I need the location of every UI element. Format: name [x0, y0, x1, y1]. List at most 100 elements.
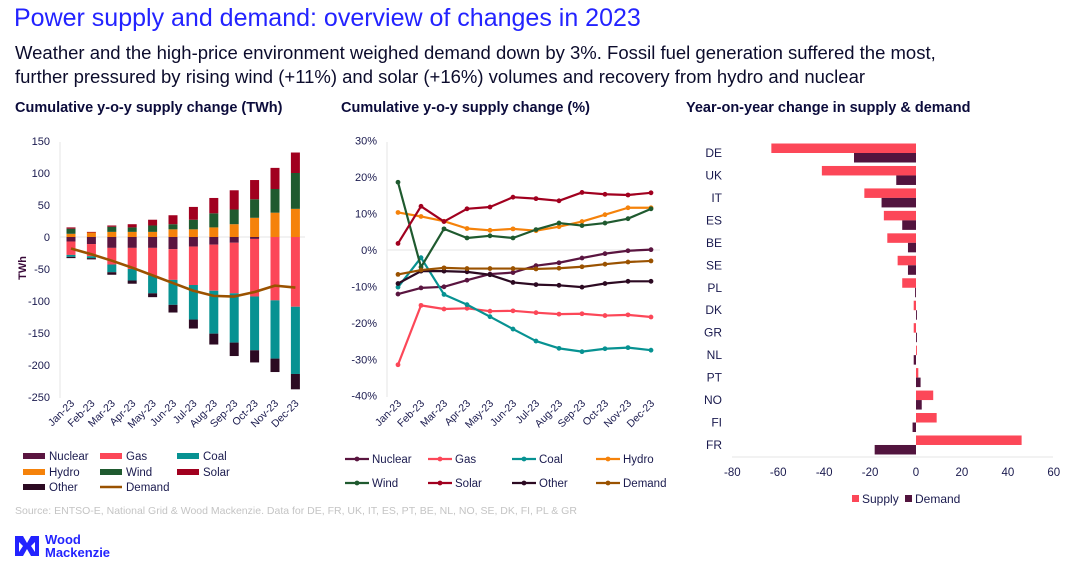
chart2-point-gas: [464, 305, 470, 311]
chart1-legend-label: Wind: [126, 467, 152, 479]
chart2-point-nuclear: [418, 285, 424, 291]
chart3-bar-demand: [916, 310, 917, 320]
chart1-bar-solar: [148, 219, 158, 226]
chart2-point-solar: [648, 190, 654, 196]
chart2-point-other: [579, 284, 585, 290]
chart1-bar-wind: [229, 209, 239, 225]
chart2-point-other: [602, 281, 608, 286]
chart2-point-demand: [418, 267, 424, 273]
chart2-legend-label: Coal: [539, 454, 563, 466]
chart1-bar-other: [127, 280, 137, 284]
chart3-bar-demand: [854, 153, 916, 163]
chart1-bar-solar: [188, 206, 198, 220]
chart3-category-label: FI: [711, 416, 722, 430]
chart1-title: Cumulative y-o-y supply change (TWh): [15, 100, 283, 116]
chart1-bar-gas: [168, 249, 178, 280]
chart3-legend-swatch: [852, 495, 859, 502]
chart1-bar-coal: [188, 285, 198, 320]
chart3-x-tick-label: -60: [770, 467, 787, 479]
chart1-legend-label: Coal: [203, 451, 227, 463]
chart2-point-nuclear: [533, 263, 539, 269]
chart1-bar-solar: [290, 152, 300, 173]
chart3-category-label: GR: [704, 326, 722, 340]
chart1-bar-nuclear: [209, 237, 219, 245]
chart2-point-other: [464, 269, 470, 275]
chart2-point-solar: [579, 190, 585, 195]
chart2-point-demand: [579, 264, 585, 270]
chart2-point-gas: [510, 308, 516, 314]
chart1-bar-gas: [250, 238, 260, 297]
chart3-category-label: ES: [706, 213, 722, 227]
chart3-category-label: BE: [706, 236, 722, 250]
chart2-point-demand: [602, 261, 608, 267]
chart3-x-tick-label: -20: [862, 467, 879, 479]
chart2-legend-marker: [437, 456, 443, 462]
chart1-legend-label: Solar: [203, 467, 230, 479]
chart3-category-label: IT: [711, 191, 722, 205]
chart3-bar-supply: [913, 323, 916, 333]
chart1-bar-wind: [270, 189, 280, 213]
chart2-point-other: [625, 278, 631, 284]
chart2-point-demand: [533, 266, 539, 272]
chart1-y-axis-label: TWh: [17, 256, 29, 280]
chart2-point-gas: [395, 362, 401, 368]
chart3-bar-demand: [915, 287, 916, 298]
chart2-point-nuclear: [441, 284, 447, 290]
chart2-point-solar: [602, 191, 608, 197]
chart2-point-demand: [625, 259, 631, 265]
chart2-point-hydro: [579, 219, 585, 224]
chart3-x-tick-label: -80: [724, 467, 741, 479]
chart2-point-solar: [418, 203, 424, 209]
chart1-y-tick-label: 50: [38, 200, 50, 212]
chart2-point-coal: [579, 349, 585, 355]
chart2-point-coal: [648, 347, 654, 353]
chart2-legend-label: Wind: [372, 478, 398, 490]
chart2-point-solar: [395, 241, 401, 246]
chart3-bar-supply: [902, 278, 916, 288]
chart1-bar-wind: [209, 213, 219, 228]
chart1-bar-other: [148, 293, 158, 298]
chart1-bar-solar: [250, 180, 260, 200]
chart2-point-solar: [556, 198, 562, 204]
chart2-legend-marker: [605, 480, 611, 486]
logo-text-line-2: Mackenzie: [45, 545, 111, 560]
chart1-bar-wind: [66, 228, 76, 234]
chart2-line-wind: [396, 181, 652, 269]
chart2-point-nuclear: [464, 277, 470, 283]
chart3-category-label: DK: [705, 303, 722, 317]
chart1-y-tick-label: -150: [28, 328, 50, 340]
chart1-legend-label: Other: [49, 482, 78, 494]
chart2-y-tick-label: -40%: [351, 391, 377, 403]
chart1-bar-wind: [107, 226, 117, 232]
chart2-point-nuclear: [602, 251, 608, 257]
chart2-point-hydro: [625, 205, 631, 211]
chart1-bar-solar: [209, 197, 219, 214]
chart2-point-coal: [510, 326, 516, 332]
chart1-y-tick-label: -100: [28, 296, 50, 308]
chart2-point-other: [441, 268, 447, 274]
chart1-bar-hydro: [168, 229, 178, 237]
chart1-bar-hydro: [66, 233, 76, 237]
chart3-bar-demand: [916, 377, 921, 388]
chart2-point-other: [556, 282, 562, 288]
chart2-point-solar: [510, 194, 516, 200]
chart1-bar-hydro: [209, 227, 219, 237]
chart1-bar-other: [66, 256, 76, 259]
chart1-legend-label: Hydro: [49, 467, 80, 479]
chart2-point-other: [648, 278, 654, 284]
chart2-point-demand: [648, 258, 654, 264]
chart2-y-tick-label: 10%: [355, 209, 377, 221]
chart1-bar-hydro: [188, 229, 198, 237]
chart1-bar-solar: [66, 227, 76, 229]
chart2-point-hydro: [510, 226, 516, 232]
chart3-bar-demand: [916, 332, 917, 343]
chart2-point-nuclear: [625, 248, 631, 254]
chart1-bar-solar: [270, 167, 280, 189]
chart2-legend-label: Hydro: [623, 454, 654, 466]
chart1-bar-other: [229, 342, 239, 357]
chart2-point-coal: [395, 284, 401, 290]
chart1-bar-hydro: [290, 208, 300, 237]
chart1-bar-solar: [168, 215, 178, 225]
page-title: Power supply and demand: overview of cha…: [14, 4, 641, 32]
chart1-bar-wind: [148, 225, 158, 232]
